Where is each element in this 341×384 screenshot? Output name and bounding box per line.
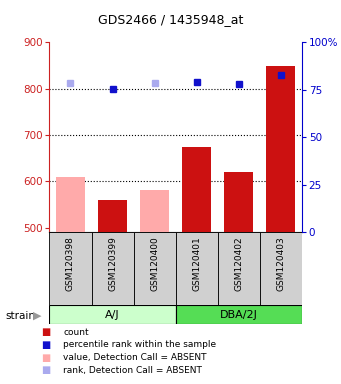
Bar	[49, 232, 91, 305]
Text: ■: ■	[41, 365, 50, 375]
Text: rank, Detection Call = ABSENT: rank, Detection Call = ABSENT	[63, 366, 202, 375]
Text: value, Detection Call = ABSENT: value, Detection Call = ABSENT	[63, 353, 207, 362]
Bar	[49, 305, 176, 324]
Text: percentile rank within the sample: percentile rank within the sample	[63, 340, 216, 349]
Bar	[98, 200, 127, 232]
Bar	[176, 305, 302, 324]
Bar	[140, 190, 169, 232]
Text: GSM120398: GSM120398	[66, 236, 75, 291]
Text: GSM120403: GSM120403	[276, 236, 285, 291]
Text: DBA/2J: DBA/2J	[220, 310, 258, 320]
Text: ■: ■	[41, 353, 50, 362]
Text: GSM120401: GSM120401	[192, 236, 201, 291]
Bar	[266, 66, 295, 232]
Bar	[56, 177, 85, 232]
Text: ■: ■	[41, 327, 50, 337]
Text: ▶: ▶	[33, 311, 42, 321]
Text: GSM120399: GSM120399	[108, 236, 117, 291]
Bar	[218, 232, 260, 305]
Bar	[224, 172, 253, 232]
Text: count: count	[63, 328, 89, 337]
Bar	[134, 232, 176, 305]
Bar	[182, 147, 211, 232]
Text: strain: strain	[5, 311, 35, 321]
Text: GSM120402: GSM120402	[234, 236, 243, 291]
Text: A/J: A/J	[105, 310, 120, 320]
Bar	[91, 232, 134, 305]
Text: GSM120400: GSM120400	[150, 236, 159, 291]
Text: GDS2466 / 1435948_at: GDS2466 / 1435948_at	[98, 13, 243, 26]
Text: ■: ■	[41, 340, 50, 350]
Bar	[260, 232, 302, 305]
Bar	[176, 232, 218, 305]
